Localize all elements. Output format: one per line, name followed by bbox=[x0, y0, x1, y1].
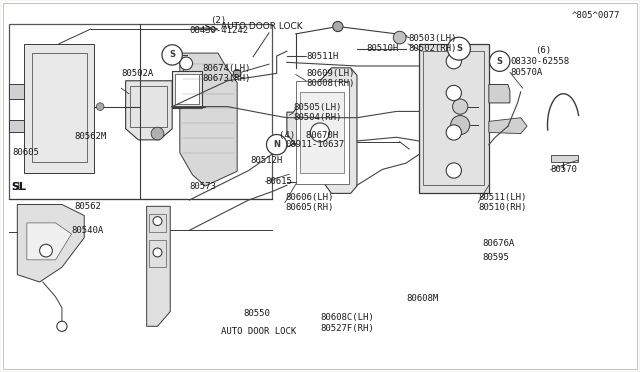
Circle shape bbox=[162, 45, 182, 65]
Bar bbox=[175, 74, 199, 104]
Polygon shape bbox=[180, 53, 237, 186]
Circle shape bbox=[40, 244, 52, 257]
Circle shape bbox=[451, 116, 470, 135]
Polygon shape bbox=[172, 71, 202, 108]
Circle shape bbox=[452, 99, 468, 114]
Bar bbox=[315, 127, 325, 138]
Text: 80504(RH): 80504(RH) bbox=[293, 113, 342, 122]
Text: 80570A: 80570A bbox=[510, 68, 542, 77]
Text: (4)  80670H: (4) 80670H bbox=[278, 131, 338, 140]
Text: 80606(LH): 80606(LH) bbox=[285, 193, 333, 202]
Text: 80605(RH): 80605(RH) bbox=[285, 203, 333, 212]
Text: 80615: 80615 bbox=[266, 177, 292, 186]
Text: 80562: 80562 bbox=[75, 202, 102, 211]
Circle shape bbox=[57, 321, 67, 331]
Polygon shape bbox=[489, 118, 527, 134]
Bar bbox=[32, 53, 88, 162]
Text: 80502A: 80502A bbox=[121, 69, 154, 78]
Polygon shape bbox=[9, 119, 24, 132]
Circle shape bbox=[447, 37, 470, 60]
Text: 80676A: 80676A bbox=[483, 239, 515, 248]
Circle shape bbox=[446, 54, 461, 69]
Circle shape bbox=[333, 22, 343, 32]
Circle shape bbox=[153, 217, 162, 225]
Text: SL: SL bbox=[11, 182, 24, 192]
Bar bbox=[24, 44, 94, 173]
Circle shape bbox=[234, 70, 241, 77]
Text: 80505(LH): 80505(LH) bbox=[293, 103, 342, 112]
Bar bbox=[149, 240, 166, 267]
Text: 80512H: 80512H bbox=[250, 156, 282, 166]
Circle shape bbox=[266, 135, 287, 155]
Text: ^805^0077: ^805^0077 bbox=[572, 11, 620, 20]
Circle shape bbox=[394, 31, 406, 44]
Text: 08911-10637: 08911-10637 bbox=[285, 140, 344, 149]
Text: AUTO DOOR LOCK: AUTO DOOR LOCK bbox=[221, 327, 296, 336]
Circle shape bbox=[180, 57, 193, 70]
Text: 80595: 80595 bbox=[483, 253, 509, 263]
Text: 80527F(RH): 80527F(RH) bbox=[320, 324, 374, 333]
Text: 80609(LH): 80609(LH) bbox=[306, 69, 355, 78]
Text: SL: SL bbox=[11, 182, 26, 192]
Circle shape bbox=[446, 85, 461, 100]
Text: 80570: 80570 bbox=[550, 165, 577, 174]
Text: 08430-41242: 08430-41242 bbox=[189, 26, 248, 35]
Text: S: S bbox=[497, 57, 502, 66]
Text: (6): (6) bbox=[536, 46, 552, 55]
Text: 08330-62558: 08330-62558 bbox=[510, 57, 569, 66]
Polygon shape bbox=[550, 155, 578, 162]
Bar bbox=[9, 23, 272, 199]
Polygon shape bbox=[419, 44, 489, 193]
Text: 80511H: 80511H bbox=[306, 52, 338, 61]
Text: 80608C(LH): 80608C(LH) bbox=[320, 312, 374, 321]
Text: 80540A: 80540A bbox=[72, 226, 104, 235]
Circle shape bbox=[97, 103, 104, 110]
Text: 80511(LH): 80511(LH) bbox=[478, 193, 527, 202]
Bar bbox=[300, 92, 344, 173]
Text: S: S bbox=[456, 44, 462, 53]
Text: S: S bbox=[169, 51, 175, 60]
Circle shape bbox=[310, 123, 330, 142]
Text: N: N bbox=[273, 140, 280, 149]
Polygon shape bbox=[9, 84, 24, 99]
Text: 80502(RH): 80502(RH) bbox=[408, 44, 456, 53]
Polygon shape bbox=[147, 206, 170, 326]
Circle shape bbox=[151, 127, 164, 140]
Circle shape bbox=[446, 125, 461, 140]
Text: 80605: 80605 bbox=[13, 148, 40, 157]
Circle shape bbox=[153, 248, 162, 257]
Text: 80608M: 80608M bbox=[406, 294, 439, 303]
Polygon shape bbox=[17, 205, 84, 282]
Circle shape bbox=[490, 51, 510, 71]
Text: 80608(RH): 80608(RH) bbox=[306, 79, 355, 88]
Polygon shape bbox=[287, 68, 357, 193]
Text: 80673(RH): 80673(RH) bbox=[202, 74, 250, 83]
Polygon shape bbox=[125, 81, 172, 140]
Text: AUTO DOOR LOCK: AUTO DOOR LOCK bbox=[221, 22, 303, 31]
Text: 80510H: 80510H bbox=[366, 44, 398, 53]
Text: 80550: 80550 bbox=[244, 309, 271, 318]
Text: (2): (2) bbox=[211, 16, 227, 25]
Circle shape bbox=[446, 163, 461, 178]
Polygon shape bbox=[27, 223, 72, 260]
Bar bbox=[296, 81, 349, 184]
Bar bbox=[423, 51, 484, 185]
Bar bbox=[130, 86, 167, 127]
Text: 80573: 80573 bbox=[189, 182, 216, 191]
Bar bbox=[149, 214, 166, 232]
Text: 80510(RH): 80510(RH) bbox=[478, 203, 527, 212]
Text: 80674(LH): 80674(LH) bbox=[202, 64, 250, 73]
Text: 80562M: 80562M bbox=[75, 132, 107, 141]
Text: 80503(LH): 80503(LH) bbox=[408, 34, 456, 43]
Polygon shape bbox=[489, 84, 510, 103]
